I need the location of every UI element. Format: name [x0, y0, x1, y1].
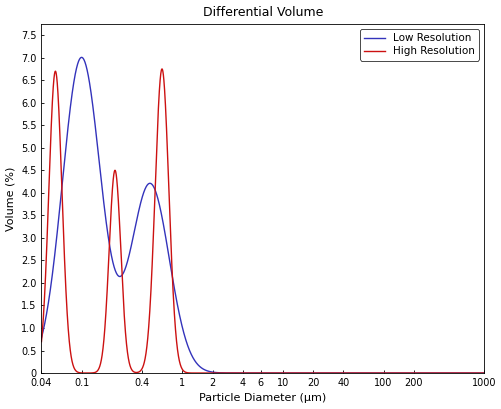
High Resolution: [304, 371, 310, 375]
High Resolution: [402, 371, 408, 375]
High Resolution: [39, 339, 45, 344]
High Resolution: [119, 270, 125, 274]
Title: Differential Volume: Differential Volume: [202, 6, 322, 18]
High Resolution: [159, 67, 165, 72]
Low Resolution: [304, 371, 310, 375]
Low Resolution: [326, 371, 332, 375]
High Resolution: [326, 371, 332, 375]
High Resolution: [422, 371, 428, 375]
Low Resolution: [402, 371, 408, 375]
Line: High Resolution: High Resolution: [42, 69, 483, 373]
Low Resolution: [207, 369, 213, 374]
Low Resolution: [119, 273, 125, 278]
Low Resolution: [368, 371, 374, 375]
Low Resolution: [39, 335, 45, 340]
Low Resolution: [480, 371, 486, 375]
X-axis label: Particle Diameter (μm): Particle Diameter (μm): [199, 393, 326, 403]
Line: Low Resolution: Low Resolution: [42, 57, 483, 373]
Low Resolution: [79, 55, 85, 60]
High Resolution: [480, 371, 486, 375]
High Resolution: [207, 371, 213, 375]
Y-axis label: Volume (%): Volume (%): [6, 166, 16, 231]
Legend: Low Resolution, High Resolution: Low Resolution, High Resolution: [359, 29, 478, 61]
High Resolution: [368, 371, 374, 375]
